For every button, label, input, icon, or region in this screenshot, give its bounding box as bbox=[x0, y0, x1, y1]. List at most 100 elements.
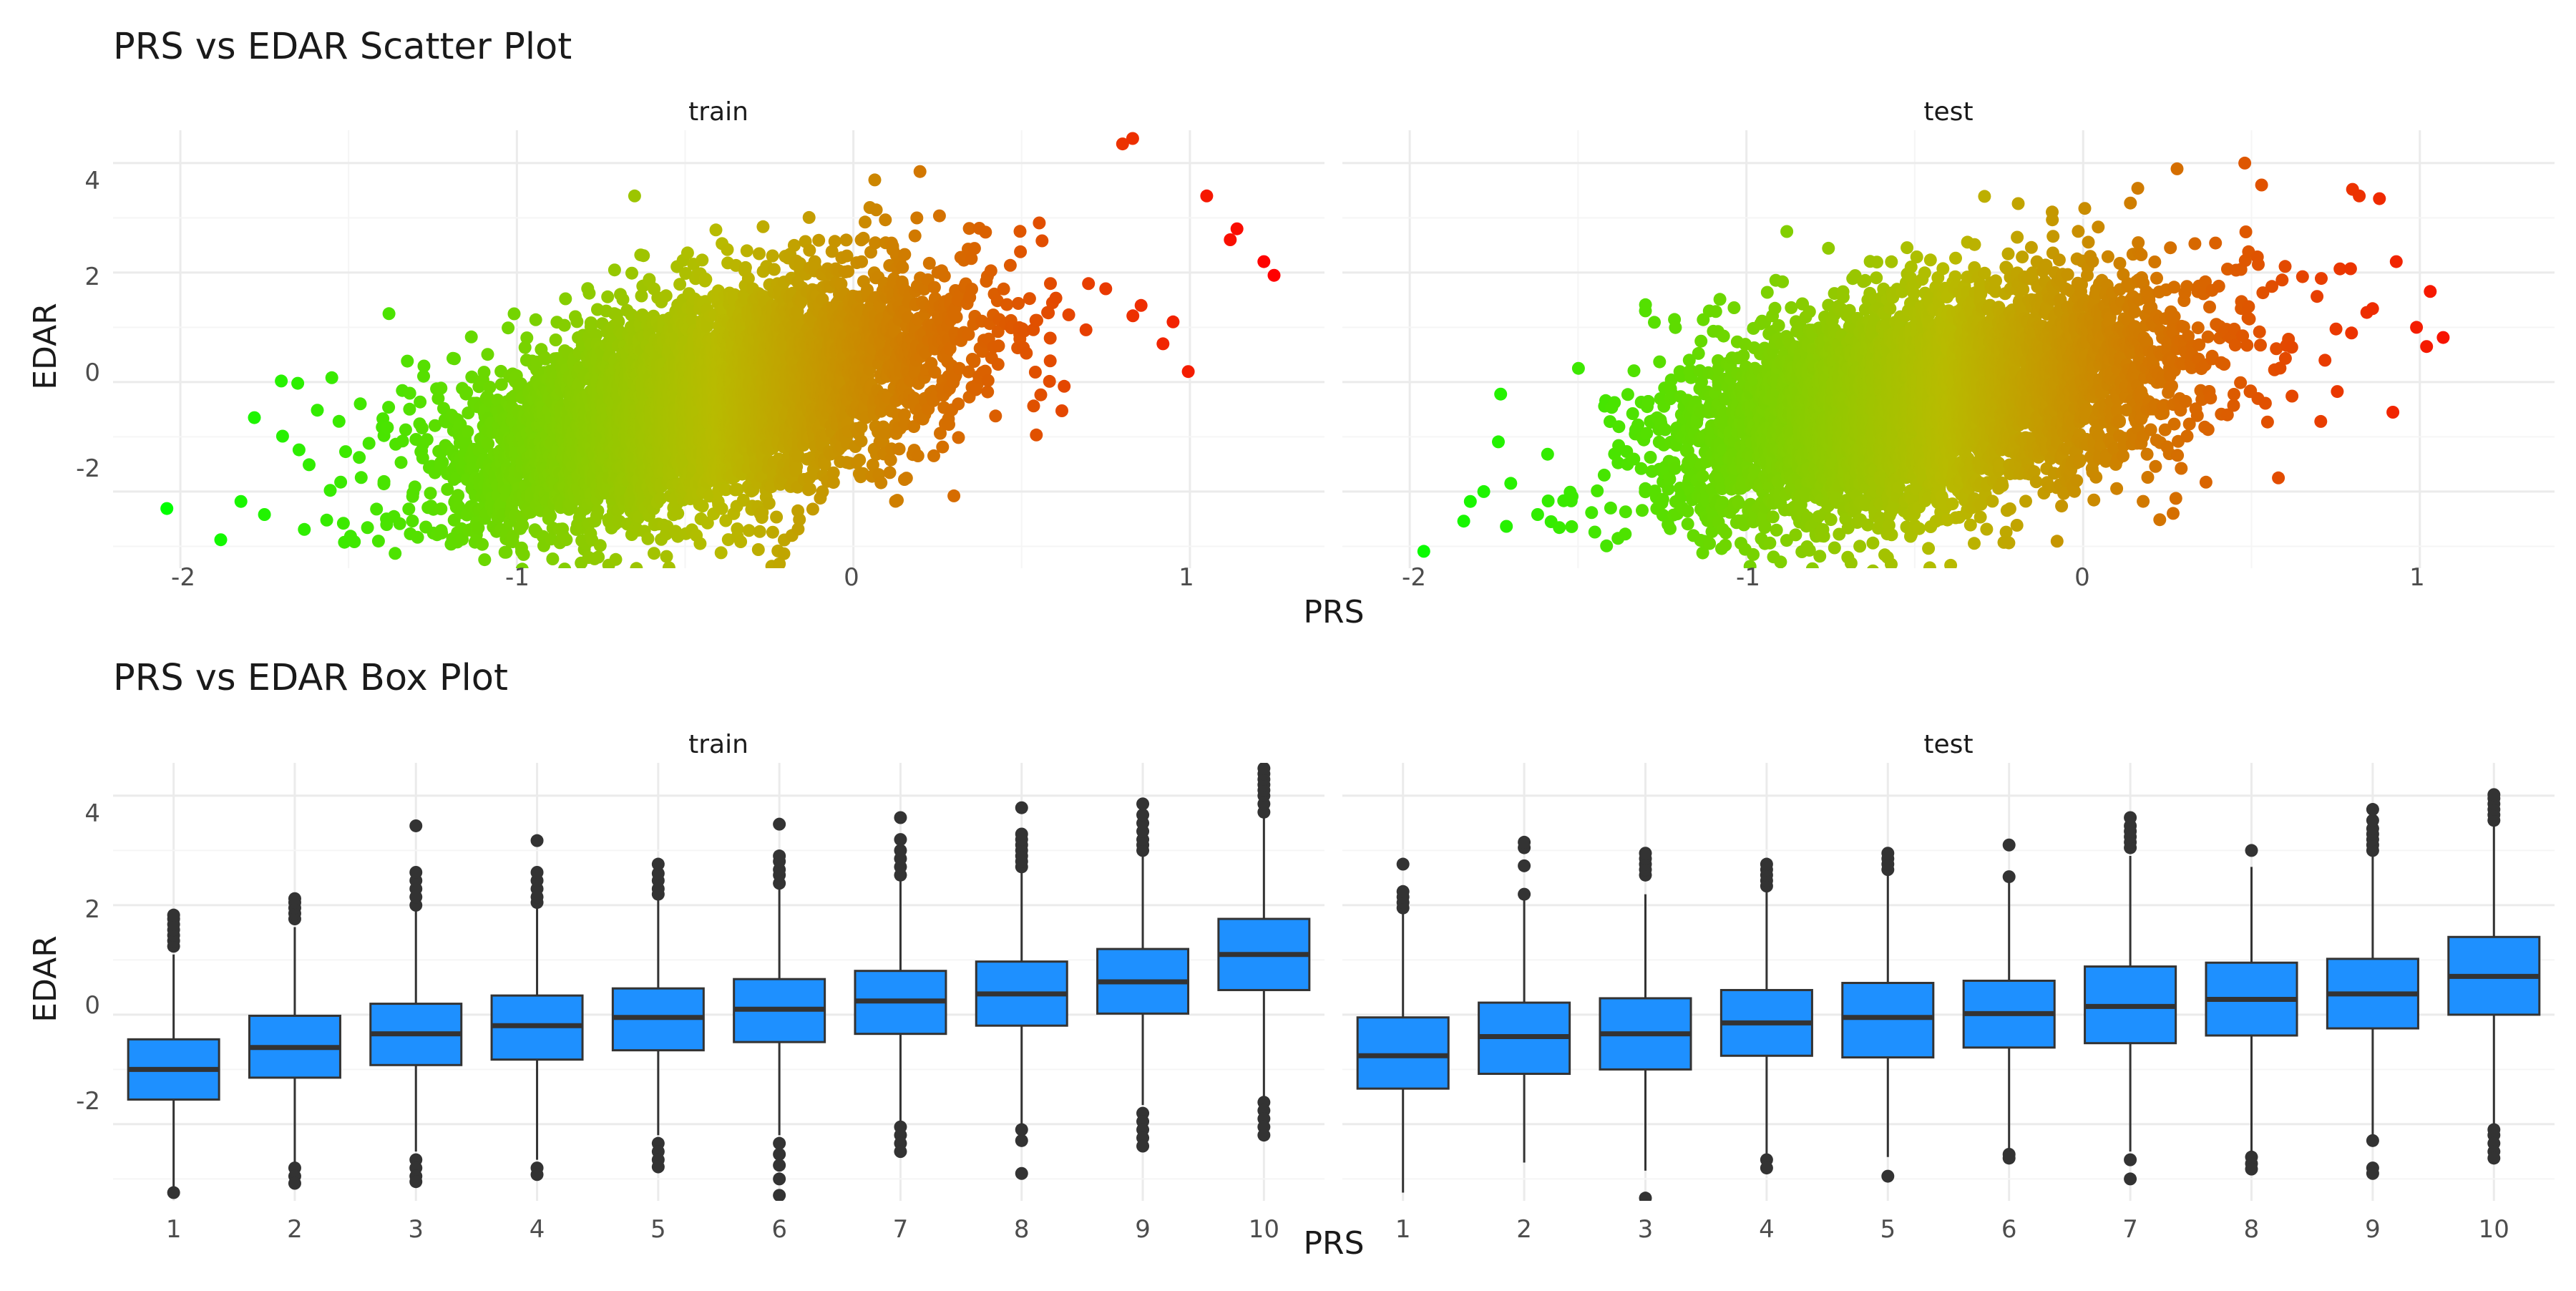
scatter-point bbox=[630, 562, 643, 575]
scatter-point bbox=[660, 550, 673, 563]
scatter-point bbox=[452, 489, 464, 502]
scatter-point bbox=[855, 434, 868, 447]
scatter-point bbox=[696, 253, 708, 266]
scatter-point bbox=[411, 531, 424, 544]
scatter-point bbox=[642, 532, 655, 545]
scatter-point bbox=[608, 263, 621, 276]
scatter-point bbox=[381, 421, 394, 434]
scatter-point bbox=[363, 437, 376, 450]
scatter-point bbox=[508, 308, 521, 321]
scatter-point bbox=[671, 507, 684, 520]
scatter-point bbox=[699, 273, 712, 286]
scatter-point bbox=[337, 517, 350, 530]
scatter-point bbox=[840, 233, 853, 246]
scatter-point bbox=[592, 505, 605, 517]
scatter-point bbox=[434, 381, 447, 394]
scatter-point bbox=[370, 502, 383, 515]
scatter-point bbox=[339, 445, 352, 458]
scatter-point bbox=[520, 331, 533, 344]
scatter-point bbox=[372, 535, 385, 547]
scatter-point bbox=[396, 434, 409, 447]
scatter-point bbox=[215, 533, 228, 546]
scatter-point bbox=[303, 458, 316, 471]
scatter-point bbox=[382, 401, 395, 414]
scatter-point bbox=[741, 244, 753, 257]
scatter-point bbox=[753, 248, 766, 260]
scatter-point bbox=[710, 223, 723, 236]
scatter-point bbox=[806, 502, 819, 515]
scatter-point bbox=[602, 567, 615, 580]
scatter-point bbox=[404, 387, 416, 400]
scatter-point bbox=[409, 480, 421, 493]
scatter-point bbox=[625, 267, 638, 280]
scatter-point bbox=[460, 386, 473, 399]
scatter-point bbox=[879, 213, 892, 226]
scatter-point bbox=[353, 451, 366, 464]
scatter-point bbox=[891, 494, 904, 507]
scatter-point bbox=[803, 211, 816, 224]
scatter-point bbox=[909, 230, 922, 243]
scatter-point bbox=[716, 502, 728, 515]
scatter-point bbox=[516, 519, 529, 532]
scatter-point bbox=[326, 371, 338, 384]
scatter-point bbox=[248, 411, 261, 424]
scatter-point bbox=[394, 517, 406, 530]
scatter-point bbox=[756, 220, 769, 233]
scatter-point bbox=[298, 523, 311, 536]
scatter-point bbox=[461, 425, 474, 438]
scatter-point bbox=[855, 255, 868, 268]
scatter-point bbox=[859, 215, 872, 228]
scatter-point bbox=[893, 442, 906, 455]
scatter-point bbox=[258, 508, 271, 521]
scatter-point bbox=[601, 291, 614, 303]
scatter-point bbox=[788, 239, 801, 252]
scatter-point bbox=[544, 510, 557, 522]
scatter-point bbox=[739, 261, 752, 274]
scatter-point bbox=[389, 547, 401, 560]
scatter-point bbox=[763, 497, 776, 510]
scatter-point bbox=[884, 466, 897, 479]
scatter-point bbox=[276, 430, 289, 443]
scatter-point bbox=[594, 539, 607, 552]
scatter-point bbox=[693, 537, 706, 550]
scatter-point bbox=[853, 454, 866, 467]
scatter-point bbox=[275, 374, 288, 387]
scatter-point bbox=[378, 475, 391, 488]
scatter-point bbox=[660, 289, 673, 302]
scatter-point bbox=[421, 433, 434, 446]
scatter-point bbox=[448, 352, 461, 365]
scatter-point bbox=[334, 476, 347, 489]
scatter-point bbox=[355, 471, 368, 484]
scatter-point bbox=[311, 404, 324, 416]
scatter-point bbox=[414, 396, 426, 409]
scatter-point bbox=[558, 562, 571, 575]
scatter-point bbox=[770, 511, 783, 524]
scatter-point bbox=[478, 366, 491, 379]
scatter-point bbox=[721, 243, 734, 256]
scatter-point bbox=[235, 495, 248, 508]
scatter-point bbox=[734, 535, 747, 548]
scatter-point bbox=[476, 538, 489, 551]
scatter-point bbox=[484, 381, 497, 394]
scatter-point bbox=[827, 476, 840, 489]
scatter-point bbox=[628, 190, 641, 203]
scatter-point bbox=[563, 607, 576, 620]
scatter-point bbox=[469, 583, 482, 596]
scatter-point bbox=[582, 287, 595, 300]
scatter-point bbox=[870, 203, 883, 216]
scatter-point bbox=[291, 377, 304, 390]
scatter-point bbox=[406, 515, 419, 527]
scatter-point bbox=[395, 456, 408, 469]
scatter-point bbox=[333, 415, 346, 428]
scatter-point bbox=[354, 397, 367, 410]
scatter-point bbox=[348, 535, 361, 548]
scatter-point bbox=[401, 355, 414, 368]
scatter-point bbox=[160, 502, 173, 515]
scatter-point bbox=[550, 333, 562, 346]
scatter-train-panel: train -2 -1 0 1 -2 0 2 4 bbox=[76, 97, 1324, 620]
scatter-point bbox=[583, 579, 596, 592]
scatter-point bbox=[585, 316, 597, 329]
scatter-point bbox=[324, 484, 337, 497]
scatter-point bbox=[766, 250, 779, 263]
